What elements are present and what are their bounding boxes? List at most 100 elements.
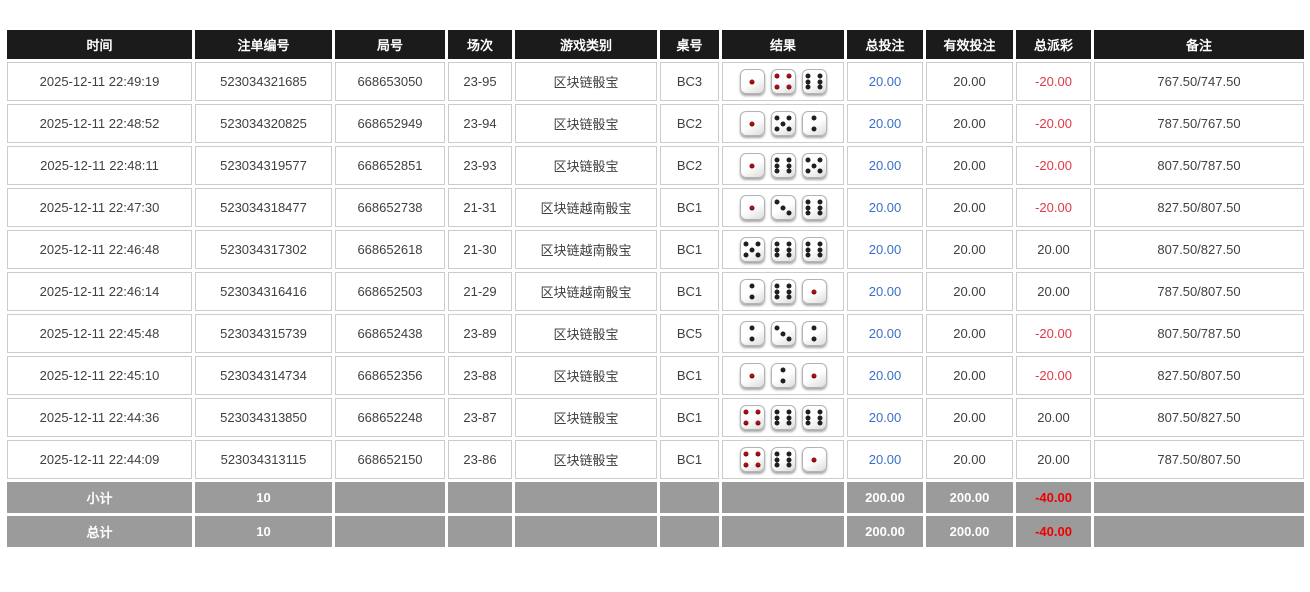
col-header-remark: 备注 — [1094, 30, 1304, 59]
grandtotal-empty-remark — [1094, 516, 1304, 547]
die-dot — [805, 409, 811, 415]
cell-valid-bet: 20.00 — [926, 62, 1013, 101]
die-dot — [817, 84, 823, 90]
cell-table-no: BC1 — [660, 440, 719, 479]
die-dot — [774, 283, 780, 289]
die-dot — [786, 457, 792, 462]
die-dot — [774, 325, 780, 331]
total-bet-link[interactable]: 20.00 — [868, 452, 902, 467]
cell-result — [722, 314, 844, 353]
die-dot — [774, 462, 780, 468]
die-face-6-icon — [801, 69, 827, 94]
subtotal-empty-remark — [1094, 482, 1304, 513]
die-dot — [780, 378, 786, 384]
cell-session: 21-31 — [448, 188, 512, 227]
die-dot — [749, 294, 755, 300]
total-bet-link[interactable]: 20.00 — [868, 200, 902, 215]
die-face-6-icon — [801, 195, 827, 220]
die-dot — [786, 210, 792, 216]
die-dot — [774, 73, 780, 79]
cell-remark: 807.50/827.50 — [1094, 398, 1304, 437]
total-bet-link[interactable]: 20.00 — [868, 326, 902, 341]
table-row: 2025-12-11 22:48:52 523034320825 668652949… — [7, 104, 1304, 143]
die-dot — [786, 252, 792, 258]
subtotal-count: 10 — [195, 482, 332, 513]
die-face-6-icon — [770, 279, 796, 304]
die-dot — [811, 115, 817, 121]
cell-game-type: 区块链骰宝 — [515, 398, 657, 437]
cell-bet-id: 523034313115 — [195, 440, 332, 479]
cell-table-no: BC5 — [660, 314, 719, 353]
cell-table-no: BC1 — [660, 398, 719, 437]
grandtotal-empty-round — [335, 516, 445, 547]
cell-valid-bet: 20.00 — [926, 398, 1013, 437]
die-dot — [817, 205, 823, 210]
col-header-valid-bet: 有效投注 — [926, 30, 1013, 59]
cell-remark: 827.50/807.50 — [1094, 188, 1304, 227]
die-dot — [749, 283, 755, 289]
die-dot — [755, 409, 761, 415]
cell-table-no: BC1 — [660, 230, 719, 269]
cell-table-no: BC1 — [660, 356, 719, 395]
die-dot — [774, 168, 780, 174]
cell-bet-id: 523034316416 — [195, 272, 332, 311]
cell-valid-bet: 20.00 — [926, 104, 1013, 143]
cell-bet-id: 523034321685 — [195, 62, 332, 101]
total-bet-link[interactable]: 20.00 — [868, 158, 902, 173]
die-dot — [786, 247, 792, 252]
cell-total-bet: 20.00 — [847, 104, 923, 143]
subtotal-total-bet: 200.00 — [847, 482, 923, 513]
grandtotal-row: 总计 10 200.00 200.00 -40.00 — [7, 516, 1304, 547]
table-footer: 小计 10 200.00 200.00 -40.00 总计 10 200.00 200.00 -4… — [7, 482, 1304, 547]
cell-bet-id: 523034318477 — [195, 188, 332, 227]
die-face-1-icon — [801, 447, 827, 472]
cell-round: 668652738 — [335, 188, 445, 227]
die-face-6-icon — [770, 153, 796, 178]
die-face-6-icon — [770, 447, 796, 472]
die-dot — [805, 252, 811, 258]
total-bet-link[interactable]: 20.00 — [868, 74, 902, 89]
cell-session: 23-87 — [448, 398, 512, 437]
die-dot — [780, 121, 786, 126]
table-row: 2025-12-11 22:45:48 523034315739 668652438… — [7, 314, 1304, 353]
die-face-2-icon — [739, 321, 765, 346]
die-dot — [743, 241, 749, 247]
die-dot — [786, 241, 792, 247]
die-dot — [774, 457, 780, 462]
subtotal-valid-bet: 200.00 — [926, 482, 1013, 513]
die-face-4-icon — [739, 405, 765, 430]
die-dot — [786, 126, 792, 132]
cell-time: 2025-12-11 22:45:10 — [7, 356, 192, 395]
subtotal-empty-round — [335, 482, 445, 513]
cell-valid-bet: 20.00 — [926, 146, 1013, 185]
table-body: 2025-12-11 22:49:19 523034321685 668653050… — [7, 62, 1304, 479]
die-dot — [774, 252, 780, 258]
total-bet-link[interactable]: 20.00 — [868, 242, 902, 257]
grandtotal-empty-result — [722, 516, 844, 547]
cell-valid-bet: 20.00 — [926, 314, 1013, 353]
cell-time: 2025-12-11 22:48:11 — [7, 146, 192, 185]
die-face-2-icon — [801, 321, 827, 346]
cell-round: 668653050 — [335, 62, 445, 101]
die-dot — [817, 247, 823, 252]
total-bet-link[interactable]: 20.00 — [868, 116, 902, 131]
die-dot — [817, 420, 823, 426]
cell-session: 23-86 — [448, 440, 512, 479]
cell-valid-bet: 20.00 — [926, 272, 1013, 311]
cell-bet-id: 523034317302 — [195, 230, 332, 269]
die-dot — [755, 252, 761, 258]
die-dot — [811, 373, 817, 378]
die-dot — [805, 73, 811, 79]
cell-session: 23-89 — [448, 314, 512, 353]
cell-time: 2025-12-11 22:46:48 — [7, 230, 192, 269]
table-row: 2025-12-11 22:49:19 523034321685 668653050… — [7, 62, 1304, 101]
total-bet-link[interactable]: 20.00 — [868, 368, 902, 383]
die-dot — [805, 241, 811, 247]
col-header-table-no: 桌号 — [660, 30, 719, 59]
die-dot — [786, 73, 792, 79]
cell-total-bet: 20.00 — [847, 62, 923, 101]
total-bet-link[interactable]: 20.00 — [868, 284, 902, 299]
cell-payout: -20.00 — [1016, 356, 1091, 395]
total-bet-link[interactable]: 20.00 — [868, 410, 902, 425]
cell-result — [722, 230, 844, 269]
